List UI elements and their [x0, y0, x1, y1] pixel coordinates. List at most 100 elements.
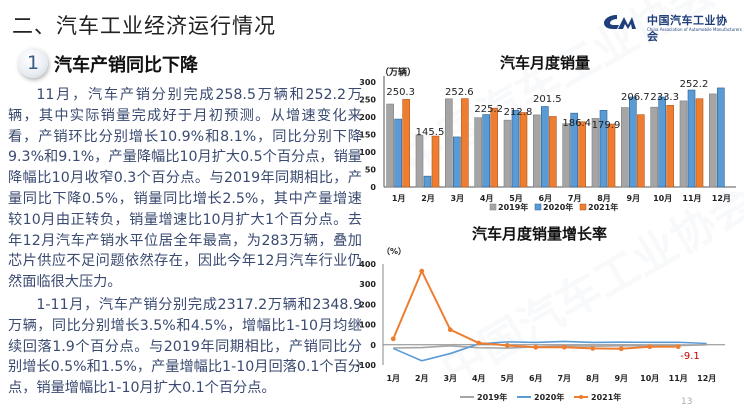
bar-2019年	[415, 134, 424, 188]
bar-2020年	[394, 118, 402, 188]
bar-2021年	[519, 112, 528, 188]
bar-2020年	[453, 136, 461, 188]
bar-2020年	[570, 112, 578, 188]
data-label: 225.2	[474, 104, 503, 115]
bar-2020年	[717, 87, 725, 188]
x-tick-label: 12月	[712, 194, 731, 203]
bar-2021年	[402, 99, 410, 188]
x-tick-label: 5月	[509, 194, 523, 203]
y-tick-label: 300	[359, 280, 376, 289]
data-point	[647, 344, 653, 350]
legend-label: 2019年	[477, 392, 507, 402]
x-tick-label: 9月	[614, 374, 628, 383]
data-point	[675, 344, 681, 350]
data-point	[476, 340, 482, 346]
bar-2021年	[431, 135, 440, 188]
page-number: 13	[681, 397, 693, 407]
legend-swatch	[534, 203, 542, 211]
y-tick-label: 150	[359, 131, 376, 140]
y-tick-label: 200	[359, 300, 376, 309]
legend-swatch	[579, 203, 587, 211]
x-tick-label: 2月	[415, 374, 429, 383]
bar-2021年	[607, 123, 616, 188]
x-tick-label: 5月	[500, 374, 514, 383]
data-point	[390, 336, 396, 342]
caam-logo-icon	[604, 15, 636, 29]
bar-2020年	[511, 110, 520, 188]
bar-2019年	[679, 100, 688, 188]
legend-label: 2020年	[543, 202, 573, 212]
bar-2019年	[503, 119, 512, 188]
data-label: 201.5	[533, 94, 562, 105]
bar-2021年	[666, 105, 674, 188]
paragraph: 11月，汽车产销分别完成258.5万辆和252.2万辆，其中实际销量完成好于月初…	[8, 87, 362, 291]
data-label: 179.9	[592, 120, 621, 131]
line-2020年	[392, 340, 707, 362]
legend-label: 2021年	[588, 202, 618, 212]
x-tick-label: 11月	[669, 374, 688, 383]
line-chart-title: 汽车月度销量增长率	[472, 225, 608, 243]
x-tick-label: 12月	[697, 374, 716, 383]
legend-label: 2021年	[591, 392, 621, 402]
monthly-growth-line-chart: （%） -100 0 100 200 300 400 1月 2月 3月 4月 5月 6月 7月 8月 9月 10…	[356, 246, 725, 402]
bar-2019年	[591, 118, 600, 188]
bar-2021年	[490, 107, 498, 188]
y-tick-label: 200	[359, 113, 376, 122]
section-title: 二、汽车工业经济运行情况	[12, 14, 276, 38]
y-tick-label: 0	[370, 341, 376, 350]
bar-2021年	[461, 98, 469, 188]
bar-2020年	[599, 110, 608, 188]
bar-2019年	[474, 117, 482, 188]
bar-2020年	[658, 96, 666, 188]
data-label: 206.7	[621, 92, 650, 103]
subsection-title: 汽车产销同比下降	[54, 55, 198, 76]
x-tick-label: 6月	[529, 374, 543, 383]
bar-2019年	[621, 107, 629, 188]
x-tick-label: 7月	[568, 194, 582, 203]
bar-2020年	[541, 106, 549, 188]
bar-2020年	[482, 114, 490, 188]
bar-2019年	[709, 93, 717, 188]
bar-2021年	[637, 114, 645, 188]
y-tick-label: 100	[359, 148, 376, 157]
bar-2019年	[562, 123, 570, 188]
x-tick-label: 7月	[557, 374, 571, 383]
x-tick-label: 10月	[653, 194, 672, 203]
logo-text-en: China Association of Automobile Manufact…	[647, 27, 742, 32]
data-point	[618, 346, 624, 352]
x-tick-label: 3月	[443, 374, 457, 383]
data-point	[419, 268, 425, 274]
y-axis-unit: （%）	[382, 246, 406, 256]
legend-swatch	[489, 203, 497, 211]
y-tick-label: 250	[359, 96, 376, 105]
data-label: 212.8	[504, 107, 533, 118]
data-label: 145.5	[416, 127, 445, 138]
y-tick-label: 100	[359, 321, 376, 330]
x-tick-label: 9月	[627, 194, 641, 203]
body-text: 11月，汽车产销分别完成258.5万辆和252.2万辆，其中实际销量完成好于月初…	[8, 85, 362, 401]
paragraph: 1-11月，汽车产销分别完成2317.2万辆和2348.9万辆，同比分别增长3.…	[8, 296, 362, 397]
x-tick-label: 8月	[586, 374, 600, 383]
data-point	[533, 344, 539, 350]
legend-marker	[579, 395, 583, 399]
data-label: 233.3	[650, 92, 679, 103]
logo-text-cn: 中国汽车工业协会	[647, 14, 728, 43]
x-tick-label: 1月	[386, 374, 400, 383]
data-label: 252.6	[445, 87, 474, 98]
y-tick-label: 0	[370, 183, 376, 192]
legend-label: 2019年	[498, 202, 528, 212]
section-number-badge: 1	[18, 48, 48, 78]
x-tick-label: 10月	[640, 374, 659, 383]
bar-2019年	[650, 106, 658, 188]
y-tick-label: 50	[365, 166, 377, 175]
caam-logo: 中国汽车工业协会 China Association of Automobile…	[603, 10, 742, 43]
y-tick-label: -100	[356, 361, 376, 370]
x-tick-label: 11月	[682, 194, 701, 203]
bar-2021年	[695, 98, 704, 188]
x-tick-label: 4月	[480, 194, 494, 203]
data-label: 250.3	[386, 87, 415, 98]
y-axis-unit: （万辆）	[380, 66, 416, 78]
x-tick-label: 3月	[451, 194, 465, 203]
y-tick-label: 400	[359, 260, 376, 269]
